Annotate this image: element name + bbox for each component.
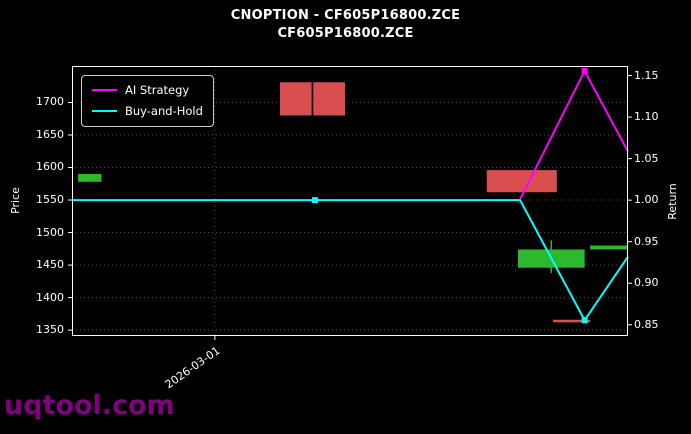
candle (486, 170, 557, 193)
candle (78, 174, 102, 182)
candle (590, 245, 628, 250)
candle (279, 82, 312, 116)
left-tick-label: 1450 (36, 258, 64, 272)
right-tick-label: 0.95 (634, 234, 659, 248)
right-tick-label: 1.10 (634, 110, 659, 124)
left-tick-label: 1600 (36, 160, 64, 174)
left-tick-label: 1350 (36, 323, 64, 337)
right-tick-label: 1.05 (634, 151, 659, 165)
chart-title: CNOPTION - CF605P16800.ZCE (230, 8, 461, 23)
series-line (72, 199, 629, 323)
legend: AI Strategy Buy-and-Hold (81, 75, 214, 127)
right-tick-label: 0.90 (634, 276, 659, 290)
left-tick-label: 1700 (36, 95, 64, 109)
left-tick-label: 1650 (36, 127, 64, 141)
right-tick-label: 1.15 (634, 68, 659, 82)
legend-row: AI Strategy (92, 83, 203, 97)
right-tick-label: 0.85 (634, 317, 659, 331)
legend-label: Buy-and-Hold (125, 104, 203, 118)
candle (552, 319, 591, 323)
legend-row: Buy-and-Hold (92, 104, 203, 118)
watermark: uqtool.com (4, 390, 175, 421)
chart-subtitle: CF605P16800.ZCE (277, 26, 414, 41)
legend-label: AI Strategy (125, 83, 190, 97)
legend-line-sample (92, 89, 117, 91)
left-tick-label: 1500 (36, 225, 64, 239)
right-axis-label: Return (665, 183, 679, 220)
left-tick-label: 1400 (36, 290, 64, 304)
candle (313, 82, 345, 116)
right-tick-label: 1.00 (634, 193, 659, 207)
left-tick-label: 1550 (36, 193, 64, 207)
legend-line-sample (92, 110, 117, 112)
